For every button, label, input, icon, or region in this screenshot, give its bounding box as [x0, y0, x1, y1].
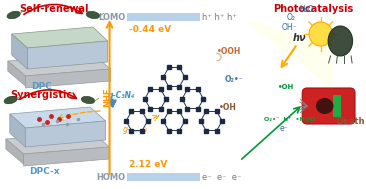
Text: Death: Death: [336, 117, 365, 126]
Polygon shape: [25, 121, 106, 147]
Text: DPC-x: DPC-x: [29, 167, 60, 176]
Polygon shape: [12, 34, 27, 69]
Ellipse shape: [7, 11, 20, 19]
Text: HOMO: HOMO: [96, 173, 125, 181]
Text: g-C₃N₄: g-C₃N₄: [108, 91, 135, 101]
Text: •OH: •OH: [219, 102, 237, 112]
Circle shape: [309, 22, 333, 46]
Text: O₂•⁻: O₂•⁻: [225, 74, 244, 84]
Polygon shape: [8, 61, 25, 86]
Bar: [333, 95, 341, 117]
Polygon shape: [6, 139, 23, 164]
Text: •OH: •OH: [279, 84, 295, 90]
Polygon shape: [145, 89, 166, 108]
Text: e⁻: e⁻: [279, 124, 288, 133]
Text: DPC: DPC: [31, 82, 52, 91]
Bar: [127, 173, 201, 181]
Polygon shape: [163, 112, 185, 131]
Polygon shape: [6, 132, 109, 154]
Polygon shape: [12, 27, 108, 48]
FancyBboxPatch shape: [302, 88, 355, 124]
Text: hν: hν: [292, 33, 306, 43]
Polygon shape: [163, 67, 185, 87]
Text: O₂•⁻  h⁺  •HOO: O₂•⁻ h⁺ •HOO: [264, 117, 315, 122]
Text: OH⁻: OH⁻: [282, 22, 297, 32]
Bar: [127, 13, 201, 21]
Text: -0.44 eV: -0.44 eV: [129, 25, 171, 34]
Text: g-C₃N₄: g-C₃N₄: [123, 125, 148, 133]
Text: NHE: NHE: [103, 87, 112, 107]
Polygon shape: [8, 54, 111, 76]
Polygon shape: [201, 112, 222, 131]
Ellipse shape: [81, 96, 95, 104]
Text: h⁺ h⁺ h⁺: h⁺ h⁺ h⁺: [202, 12, 237, 22]
Polygon shape: [126, 112, 147, 131]
Polygon shape: [25, 69, 111, 88]
Text: H₂O: H₂O: [300, 5, 314, 15]
Text: Self-renewal: Self-renewal: [19, 4, 89, 14]
Polygon shape: [10, 114, 25, 147]
Ellipse shape: [86, 11, 100, 19]
Polygon shape: [27, 41, 108, 69]
Polygon shape: [10, 107, 106, 128]
Text: 2.12 eV: 2.12 eV: [129, 160, 168, 169]
Ellipse shape: [4, 96, 18, 104]
Polygon shape: [23, 147, 109, 166]
Polygon shape: [182, 89, 203, 108]
Text: O₂: O₂: [287, 12, 296, 22]
Text: LOMO: LOMO: [98, 12, 125, 22]
Text: e⁻  e⁻  e⁻: e⁻ e⁻ e⁻: [202, 173, 242, 181]
Polygon shape: [244, 21, 333, 89]
Ellipse shape: [316, 98, 333, 114]
Text: Synergistic: Synergistic: [10, 90, 72, 100]
Text: Photocatalysis: Photocatalysis: [273, 4, 353, 14]
Text: •OOH: •OOH: [217, 46, 242, 56]
Ellipse shape: [328, 26, 352, 56]
